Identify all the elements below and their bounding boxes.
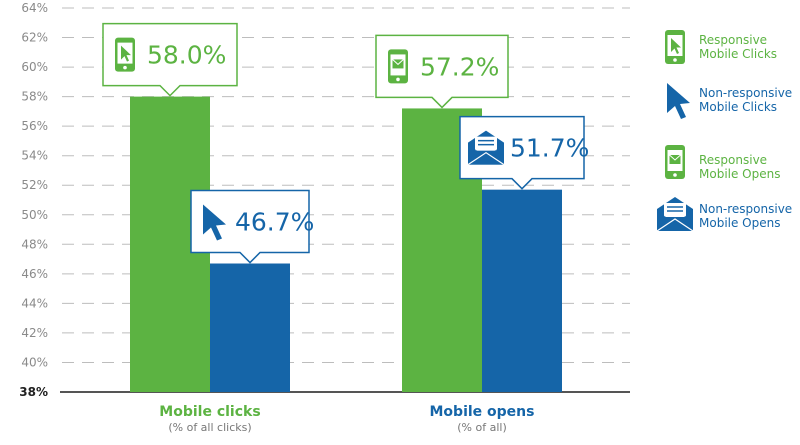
category-sublabel-mobile-opens: (% of all): [457, 421, 507, 434]
legend-label-line2: Mobile Clicks: [699, 100, 778, 114]
y-tick-label: 40%: [21, 355, 48, 369]
legend-item-responsive-opens: Responsive Mobile Opens: [699, 153, 780, 181]
legend-label-line1: Responsive: [699, 153, 768, 167]
y-tick-label: 56%: [21, 119, 48, 133]
legend-envelope-icon: [656, 197, 694, 232]
y-tick-label: 60%: [21, 60, 48, 74]
legend-phone-envelope-icon: [665, 145, 685, 179]
legend-label-line2: Mobile Opens: [699, 167, 781, 181]
y-tick-label: 48%: [21, 237, 48, 251]
phone-envelope-icon: [388, 49, 408, 84]
legend-label-line1: Non-responsive: [699, 86, 793, 100]
y-tick-label: 52%: [21, 178, 48, 192]
legend-item-nonresponsive-clicks: Non-responsive Mobile Clicks: [699, 86, 792, 114]
envelope-icon: [467, 130, 505, 166]
bar-mobile-clicks-non-responsive: [210, 263, 290, 392]
bar-mobile-opens-non-responsive: [482, 189, 562, 392]
value-callout-mobile-clicks-non-responsive: 46.7%: [190, 189, 314, 264]
cursor-arrow-icon: [203, 204, 226, 241]
value-label: 51.7%: [510, 134, 589, 163]
y-tick-label: 58%: [21, 90, 48, 104]
legend-item-responsive-clicks: Responsive Mobile Clicks: [699, 33, 777, 61]
y-tick-label: 38%: [19, 385, 48, 399]
category-label-mobile-clicks: Mobile clicks: [159, 404, 261, 420]
value-label: 46.7%: [235, 208, 314, 237]
legend-label-line1: Non-responsive: [699, 202, 793, 216]
category-sublabel-mobile-clicks: (% of all clicks): [168, 421, 252, 434]
y-tick-label: 50%: [21, 208, 48, 222]
value-label: 58.0%: [147, 41, 226, 70]
legend-phone-cursor-icon: [665, 30, 685, 64]
y-tick-label: 44%: [21, 296, 48, 310]
y-tick-label: 54%: [21, 149, 48, 163]
legend-item-nonresponsive-opens: Non-responsive Mobile Opens: [699, 202, 792, 230]
value-callout-mobile-clicks-responsive: 58.0%: [102, 22, 238, 97]
y-tick-label: 64%: [21, 1, 48, 15]
y-tick-label: 42%: [21, 326, 48, 340]
y-tick-label: 62%: [21, 31, 48, 45]
category-label-mobile-opens: Mobile opens: [429, 404, 535, 420]
value-callout-mobile-opens-responsive: 57.2%: [375, 34, 509, 109]
legend-cursor-arrow-icon: [667, 83, 690, 119]
legend-label-line2: Mobile Opens: [699, 216, 781, 230]
y-tick-label: 46%: [21, 267, 48, 281]
legend-label-line2: Mobile Clicks: [699, 47, 778, 61]
phone-cursor-icon: [115, 37, 135, 72]
value-label: 57.2%: [420, 52, 499, 81]
legend-label-line1: Responsive: [699, 33, 768, 47]
value-callout-mobile-opens-non-responsive: 51.7%: [459, 115, 589, 190]
